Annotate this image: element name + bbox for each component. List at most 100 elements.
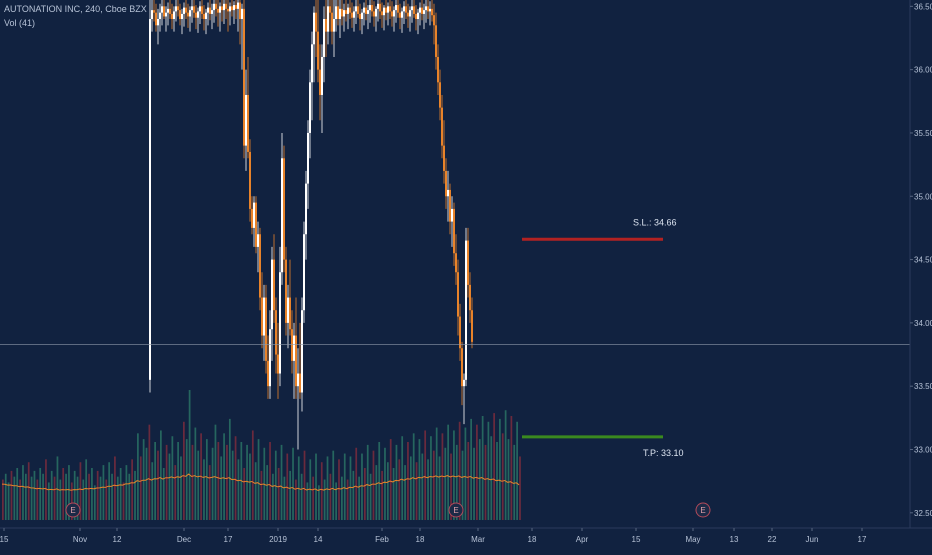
volume-bar	[438, 456, 441, 520]
volume-bar	[177, 442, 179, 520]
candle-body	[297, 373, 299, 387]
volume-bar	[395, 444, 398, 520]
volume-bar	[22, 465, 24, 520]
volume-bar	[36, 479, 39, 520]
candle-body	[223, 3, 225, 11]
candle-body	[233, 5, 235, 11]
volume-bar	[346, 479, 349, 520]
candle-body	[471, 310, 473, 342]
candle-body	[229, 6, 231, 12]
volume-bar	[105, 479, 108, 520]
x-tick-label: Feb	[375, 535, 389, 544]
volume-bar	[7, 482, 10, 520]
volume-bar	[378, 442, 381, 520]
candle-body	[419, 7, 421, 13]
candle-body	[197, 11, 199, 18]
volume-bar	[180, 456, 182, 520]
candle-body	[457, 272, 459, 317]
candle-body	[389, 6, 391, 12]
candle-body	[319, 69, 321, 95]
volume-bar	[389, 439, 392, 520]
candle-body	[299, 373, 301, 393]
volume-bar	[476, 424, 478, 520]
volume-bar	[507, 439, 510, 520]
candle-body	[203, 13, 205, 19]
candle-body	[285, 259, 287, 323]
volume-bar	[96, 470, 99, 520]
candle-body	[265, 297, 267, 361]
y-tick-label: 34.50	[914, 256, 932, 265]
volume-bar	[174, 465, 177, 520]
candle-body	[439, 82, 441, 108]
volume-bar	[318, 485, 320, 520]
volume-bar	[274, 450, 277, 520]
volume-bar	[88, 473, 90, 520]
candle-body	[249, 151, 251, 209]
x-tick-label: 13	[730, 535, 739, 544]
candle-body	[307, 132, 309, 184]
candle-body	[275, 310, 277, 355]
candle-body	[163, 6, 165, 17]
volume-bar	[220, 456, 223, 520]
candle-body	[195, 12, 197, 18]
volume-bar	[430, 436, 432, 520]
volume-bar	[82, 479, 85, 520]
volume-bar	[182, 421, 185, 520]
volume-bar	[234, 436, 237, 520]
candle-body	[157, 18, 159, 26]
candle-body	[239, 2, 241, 19]
candle-body	[351, 12, 353, 18]
x-tick-label: 17	[224, 535, 233, 544]
volume-bar	[372, 450, 375, 520]
volume-bar	[27, 462, 30, 520]
volume-bar	[108, 462, 111, 520]
candle-body	[241, 8, 243, 19]
candle-body	[289, 297, 291, 330]
volume-bar	[369, 473, 372, 520]
candle-body	[435, 25, 437, 57]
volume-bar	[162, 468, 165, 520]
volume-bar	[160, 430, 162, 520]
volume-bar	[358, 476, 360, 520]
x-tick-label: Apr	[576, 535, 589, 544]
y-tick-label: 35.50	[914, 129, 932, 138]
volume-bar	[355, 447, 358, 520]
candle-body	[305, 183, 307, 235]
x-tick-label: 22	[768, 535, 777, 544]
candle-body	[291, 329, 293, 361]
volume-bar	[56, 456, 59, 520]
candle-body	[461, 348, 463, 387]
candle-body	[295, 335, 297, 387]
candle-body	[453, 208, 455, 254]
candle-body	[221, 6, 223, 11]
volume-bar	[194, 427, 197, 520]
candle-body	[339, 8, 341, 19]
volume-bar	[277, 468, 280, 520]
volume-bar	[272, 473, 274, 520]
volume-bar	[381, 470, 383, 520]
volume-bar	[211, 447, 214, 520]
candle-body	[169, 8, 171, 14]
y-tick-label: 36.50	[914, 2, 932, 11]
volume-bar	[4, 473, 7, 520]
candle-body	[313, 12, 315, 45]
volume-bar	[257, 439, 260, 520]
candle-body	[205, 12, 207, 19]
candle-body	[329, 6, 331, 13]
candle-body	[423, 10, 425, 14]
earnings-marker	[448, 502, 464, 518]
volume-bar	[409, 456, 412, 520]
x-tick-label: 17	[858, 535, 867, 544]
volume-bar	[504, 410, 507, 520]
volume-bar	[226, 444, 228, 520]
volume-bar	[292, 447, 294, 520]
candle-body	[371, 5, 373, 12]
volume-bar	[139, 456, 142, 520]
candle-body	[427, 6, 429, 12]
volume-bar	[243, 468, 246, 520]
volume-bar	[398, 459, 401, 520]
candle-body	[207, 7, 209, 13]
candle-body	[165, 12, 167, 17]
